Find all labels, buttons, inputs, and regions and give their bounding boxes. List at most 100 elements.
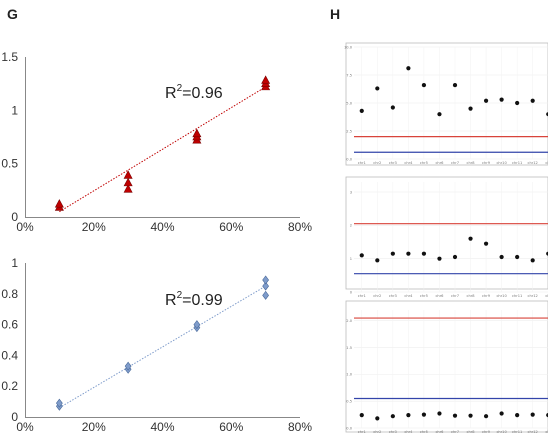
y-tick-label: 1.0 xyxy=(346,373,352,377)
data-point xyxy=(452,82,458,88)
x-tick-label: chr5 xyxy=(420,161,428,165)
data-point xyxy=(375,416,380,421)
y-tick-label: 0.8 xyxy=(1,287,18,301)
data-point-diamond xyxy=(193,320,201,330)
y-tick-label: 1.5 xyxy=(346,346,352,350)
y-tick-label: 1 xyxy=(11,256,18,270)
x-tick-label: chr xyxy=(545,430,548,434)
x-tick-label: 0% xyxy=(16,420,34,434)
data-point-diamond xyxy=(124,361,132,371)
y-tick-label: 0 xyxy=(11,210,18,224)
data-point-diamond xyxy=(262,275,269,285)
x-tick-label: chr4 xyxy=(404,161,413,165)
data-point xyxy=(483,98,489,103)
plot-frame xyxy=(345,176,548,290)
data-point xyxy=(515,413,520,418)
x-tick-label: chr5 xyxy=(420,294,428,298)
data-point xyxy=(483,241,489,246)
data-point xyxy=(530,258,535,263)
x-tick-label: chr8 xyxy=(467,161,476,165)
manhattan-plot-1: 0.0 2.5 5.0 7.5 10.0 chr1 chr2 chr3 chr4 chr5 chr6… xyxy=(344,42,548,166)
y-tick-label: 7.5 xyxy=(346,73,352,77)
scatter-chart-g-top: R2=0.96 0 0.5 1 1.5 0% 20% 40% 60% 80% xyxy=(1,50,312,234)
data-point xyxy=(452,413,458,418)
data-point xyxy=(390,251,395,256)
manhattan-plot-3: 0.0 0.5 1.0 1.5 2.0 chr1 chr2 chr3 chr4 chr5 chr6 c… xyxy=(345,300,548,434)
y-tick-label: 0.5 xyxy=(1,157,18,171)
x-tick-label: chr8 xyxy=(467,294,476,298)
x-tick-label: chr12 xyxy=(528,294,538,298)
data-point xyxy=(421,412,427,417)
x-tick-label: chr10 xyxy=(496,161,507,165)
x-tick-label: chr4 xyxy=(404,430,413,434)
y-tick-label: 0.2 xyxy=(1,379,18,393)
plot-frame xyxy=(345,42,548,166)
data-point xyxy=(390,414,395,419)
data-point xyxy=(468,236,473,241)
x-tick-label: chr8 xyxy=(467,430,476,434)
x-tick-label: 60% xyxy=(219,420,243,434)
r-squared-annotation: R2=0.96 xyxy=(165,83,223,102)
y-tick-label: 2.0 xyxy=(346,319,352,323)
x-tick-label: 20% xyxy=(82,420,106,434)
data-point xyxy=(468,106,473,111)
data-point xyxy=(375,86,380,91)
data-point-diamond xyxy=(262,281,269,291)
x-tick-label: chr1 xyxy=(358,294,366,298)
trendline xyxy=(59,86,266,213)
data-point xyxy=(359,413,364,418)
y-tick-label: 3 xyxy=(350,190,352,194)
data-point-triangle xyxy=(261,75,271,84)
x-tick-label: chr xyxy=(545,161,548,165)
x-tick-label: chr7 xyxy=(451,430,459,434)
x-tick-label: chr2 xyxy=(373,294,381,298)
x-tick-label: chr11 xyxy=(512,430,522,434)
data-point xyxy=(499,254,504,260)
panel-label-h: H xyxy=(330,6,340,22)
data-point xyxy=(390,105,395,110)
x-tick-label: chr10 xyxy=(496,294,507,298)
x-tick-label: chr7 xyxy=(451,161,459,165)
y-tick-label: 2 xyxy=(350,224,352,228)
x-tick-label: 40% xyxy=(150,420,174,434)
x-tick-label: 0% xyxy=(16,220,34,234)
x-tick-label: chr2 xyxy=(373,161,381,165)
x-tick-label: chr11 xyxy=(512,161,522,165)
x-tick-label: chr7 xyxy=(451,294,459,298)
y-tick-label: 0.5 xyxy=(346,399,352,403)
trendline xyxy=(59,285,266,409)
r-squared-annotation: R2=0.99 xyxy=(165,290,223,309)
y-tick-label: 5.0 xyxy=(346,101,352,105)
data-point xyxy=(359,253,364,258)
y-tick-label: 0 xyxy=(350,290,353,294)
y-tick-label: 0.0 xyxy=(346,157,352,161)
data-point xyxy=(437,411,442,416)
y-tick-label: 2.5 xyxy=(346,129,352,133)
x-tick-label: 60% xyxy=(219,220,243,234)
plot-frame xyxy=(345,300,548,433)
data-point-diamond xyxy=(262,290,269,300)
y-tick-label: 1 xyxy=(350,257,352,261)
x-tick-label: 40% xyxy=(150,220,174,234)
manhattan-plot-2: 0 1 2 3 chr1 chr2 chr3 chr4 chr5 chr6 chr7 chr8 chr9… xyxy=(345,176,548,298)
y-tick-label: 0.0 xyxy=(346,426,352,430)
data-point xyxy=(499,97,504,102)
data-point xyxy=(421,251,427,256)
x-tick-label: chr4 xyxy=(404,294,413,298)
data-point-triangle xyxy=(54,199,64,208)
x-tick-label: chr6 xyxy=(435,161,444,165)
y-tick-label: 1.5 xyxy=(1,50,18,64)
x-tick-label: chr3 xyxy=(389,294,397,298)
x-tick-label: chr12 xyxy=(528,161,538,165)
data-point xyxy=(515,100,520,106)
data-point xyxy=(359,108,364,113)
data-point-triangle xyxy=(123,184,133,193)
x-tick-label: chr2 xyxy=(373,430,381,434)
x-tick-label: chr3 xyxy=(389,161,397,165)
data-point xyxy=(406,251,411,256)
panel-label-g: G xyxy=(7,6,18,22)
x-tick-label: chr9 xyxy=(482,294,491,298)
data-point xyxy=(530,412,535,417)
x-tick-label: chr11 xyxy=(512,294,522,298)
data-point xyxy=(406,413,411,418)
